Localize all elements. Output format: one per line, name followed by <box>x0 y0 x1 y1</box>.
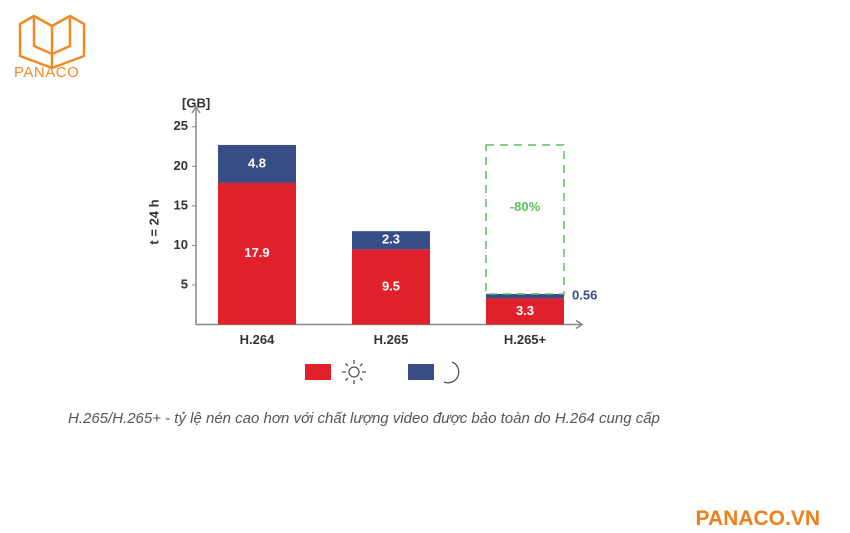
y-axis-arrow <box>191 105 201 114</box>
value-label: 17.9 <box>244 245 269 260</box>
logo-icon <box>18 14 86 70</box>
y-tick-label: 5 <box>181 276 188 291</box>
value-label: 2.3 <box>382 232 400 247</box>
value-label: 0.56 <box>572 288 597 303</box>
footer: PANACO.VN <box>695 507 820 530</box>
sun-icon <box>342 360 366 384</box>
bar-segment <box>352 231 430 250</box>
reduction-box <box>485 144 565 295</box>
y-axis-label: t = 24 h <box>146 199 161 244</box>
value-label: 3.3 <box>516 303 534 318</box>
bar-segment <box>218 182 296 325</box>
x-tick-label: H.264 <box>240 332 275 347</box>
y-unit: [GB] <box>182 95 210 110</box>
bar-segment <box>486 293 564 299</box>
x-tick-label: H.265 <box>374 332 409 347</box>
value-label: 4.8 <box>248 155 266 170</box>
x-tick-label: H.265+ <box>504 332 547 347</box>
bar-segment <box>486 298 564 325</box>
legend-swatch <box>305 364 331 380</box>
caption: H.265/H.265+ - tỷ lệ nén cao hơn với chấ… <box>68 410 660 427</box>
legend <box>342 360 460 384</box>
x-axis-arrow <box>575 319 584 330</box>
bar-segment <box>352 249 430 325</box>
y-tick-label: 20 <box>174 158 188 173</box>
y-tick-label: 15 <box>174 197 188 212</box>
value-label: 9.5 <box>382 278 400 293</box>
annotation: -80% <box>510 199 541 214</box>
y-tick-label: 25 <box>174 118 188 133</box>
moon-icon <box>443 361 460 384</box>
chart: [GB] t = 24 h 5 10 15 20 25 H.264 17.9 4.8 H.265… <box>146 95 597 384</box>
legend-swatch <box>408 364 434 380</box>
bar-segment <box>218 144 296 183</box>
logo-text: PANACO <box>14 64 80 81</box>
y-tick-label: 10 <box>174 237 188 252</box>
